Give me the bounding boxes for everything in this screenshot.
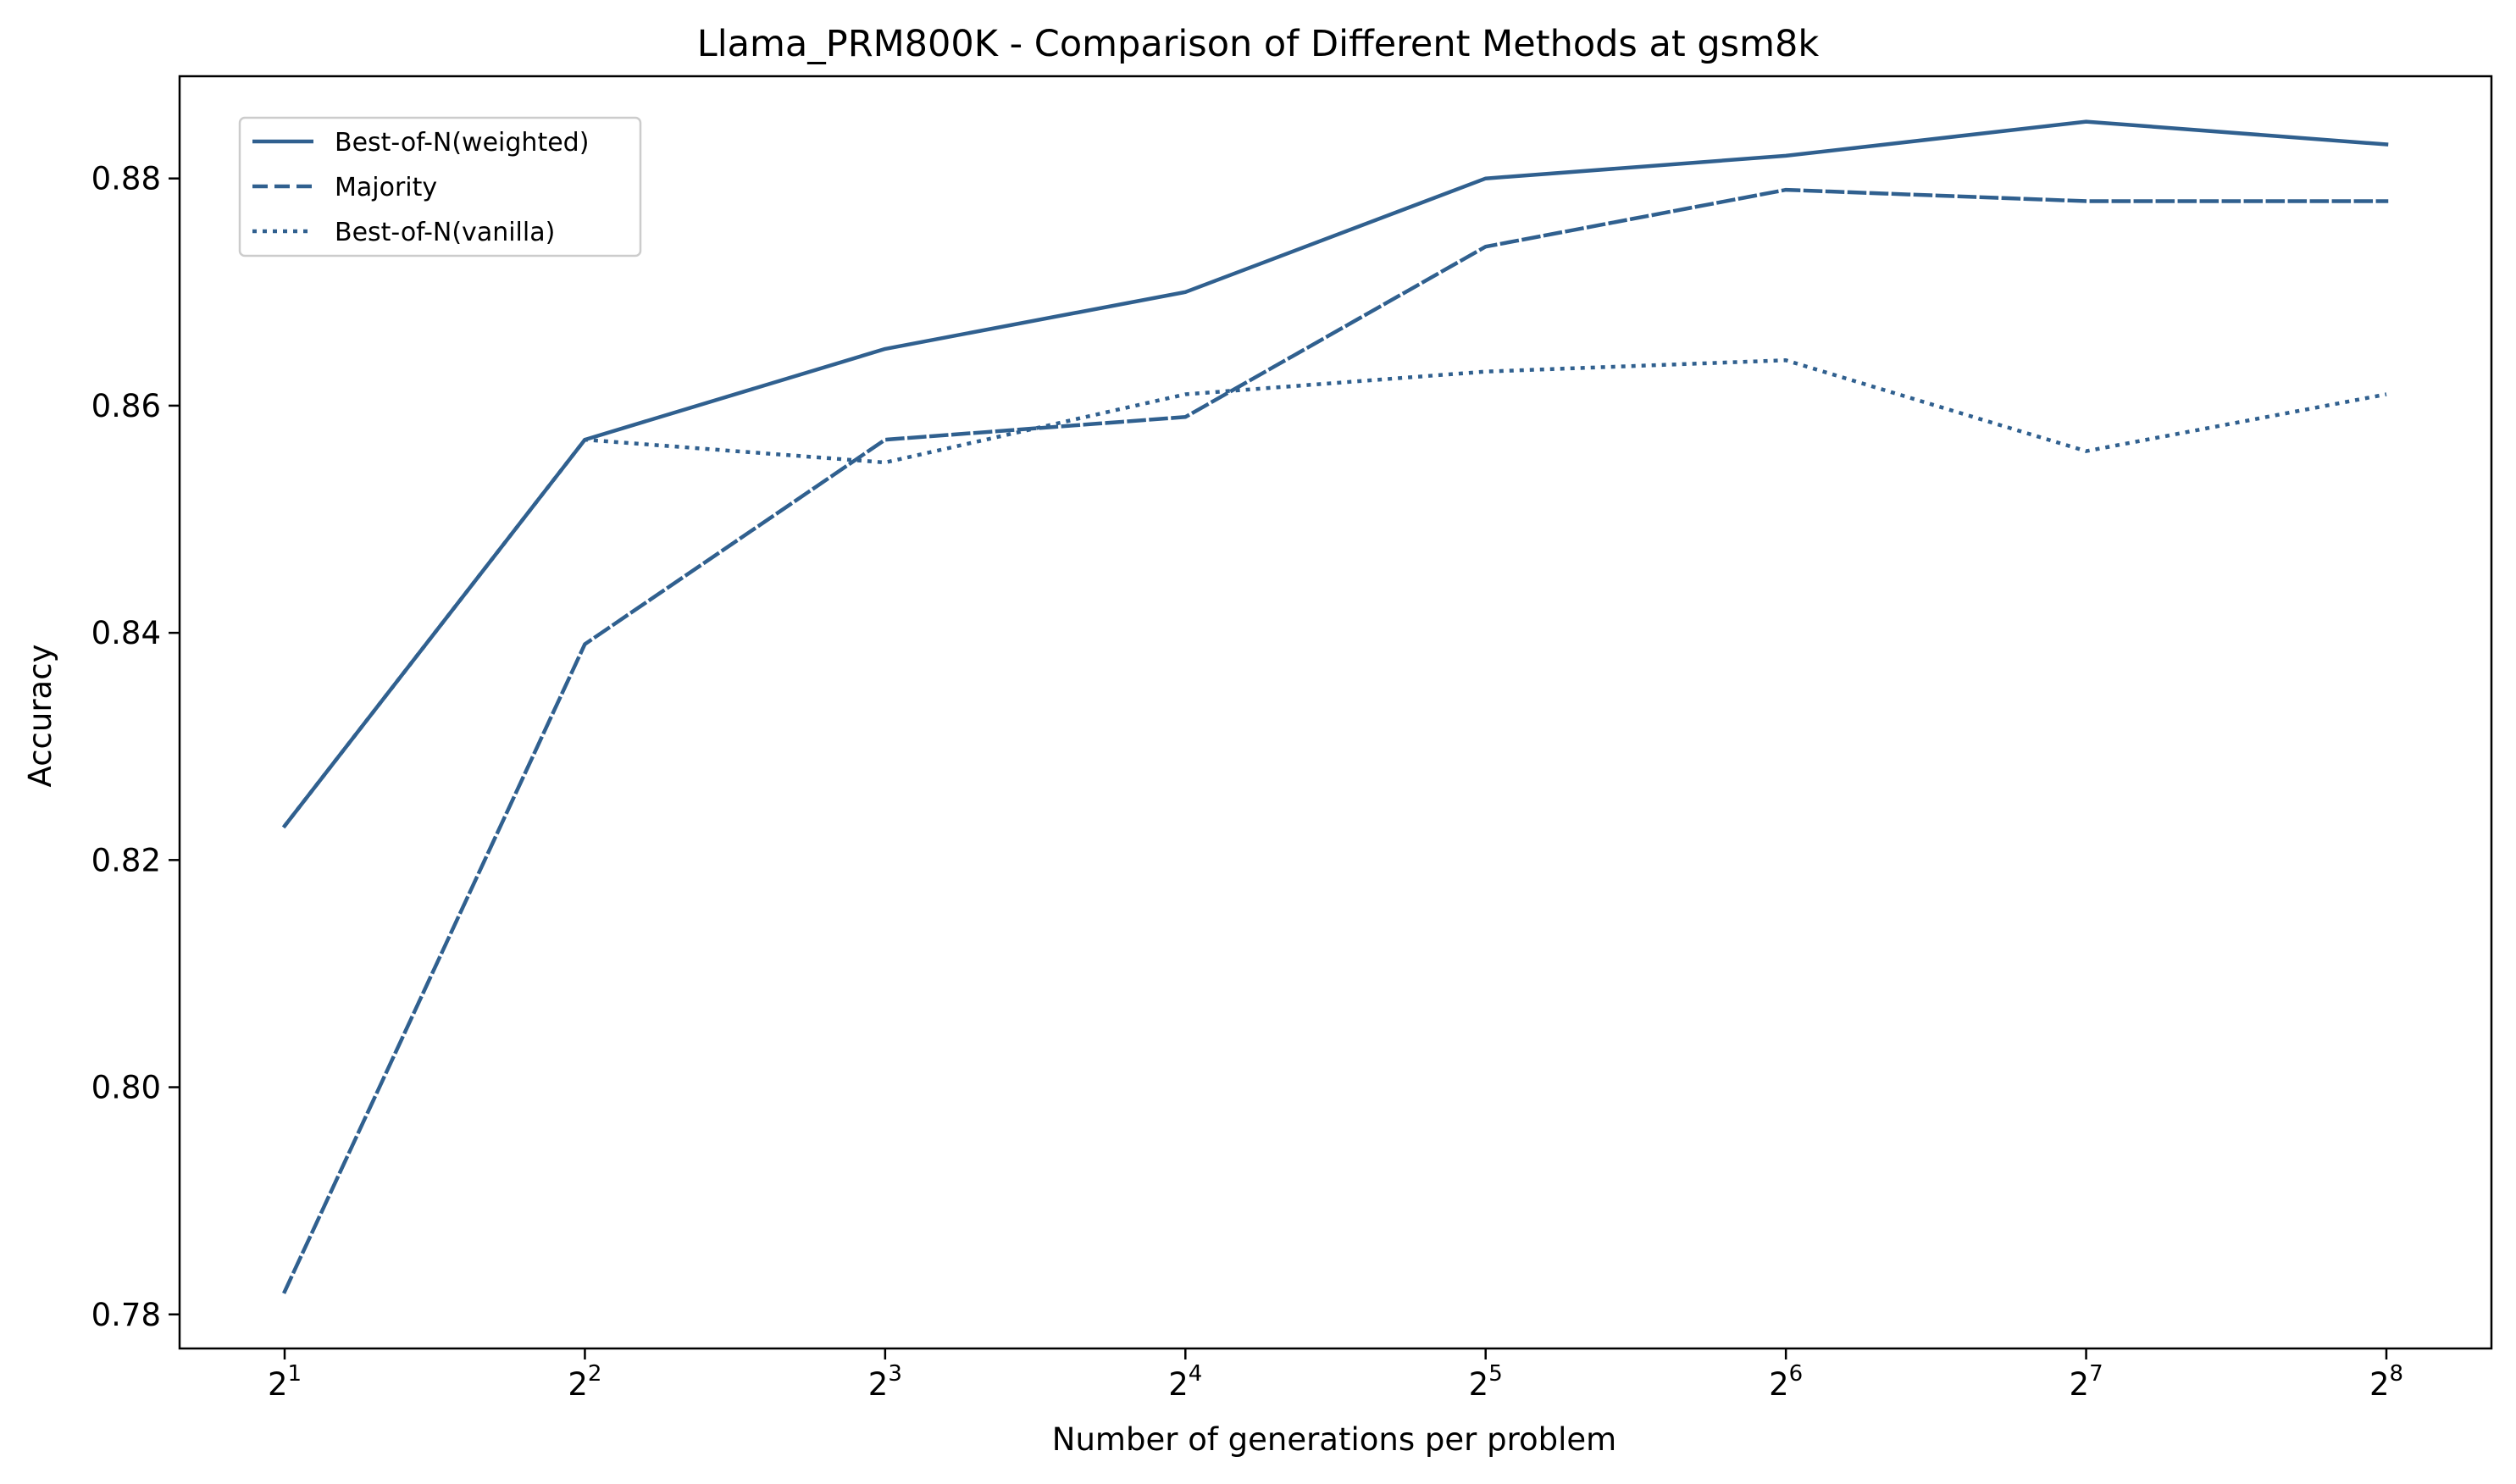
y-tick-label: 0.88 (91, 161, 161, 197)
x-tick-label: 26 (1769, 1361, 1803, 1403)
y-axis-label: Accuracy (22, 645, 58, 788)
series-line-2 (283, 358, 2387, 828)
x-tick-label: 25 (1469, 1361, 1503, 1403)
y-tick-label: 0.86 (91, 388, 161, 424)
legend: Best-of-N(weighted) Majority Best-of-N(van… (238, 116, 642, 257)
legend-frame (238, 116, 642, 257)
x-tick-label: 28 (2369, 1361, 2403, 1403)
legend-label-2: Best-of-N(vanilla) (335, 218, 555, 247)
x-tick-label: 21 (268, 1361, 302, 1403)
y-tick-label: 0.80 (91, 1070, 161, 1106)
x-axis-label: Number of generations per problem (1052, 1421, 1616, 1458)
x-tick-label: 22 (568, 1361, 601, 1403)
axes-frame (178, 75, 2493, 1350)
legend-label-0: Best-of-N(weighted) (335, 128, 589, 158)
series-line-0 (281, 119, 2389, 829)
y-tick-label: 0.78 (91, 1297, 161, 1333)
axes: 0.78 0.80 0.82 0.84 0.86 0.88 21 22 23 24 25 26 27 28 (91, 75, 2493, 1403)
series-line-1 (282, 187, 2389, 1294)
x-tick-label: 27 (2070, 1361, 2103, 1403)
legend-label-1: Majority (335, 173, 437, 202)
x-tick-label: 24 (1168, 1361, 1202, 1403)
plot-area (281, 119, 2389, 1294)
chart-title: Llama_PRM800K - Comparison of Different … (697, 23, 1820, 65)
y-tick-label: 0.84 (91, 615, 161, 651)
y-tick-label: 0.82 (91, 842, 161, 878)
x-tick-label: 23 (868, 1361, 902, 1403)
